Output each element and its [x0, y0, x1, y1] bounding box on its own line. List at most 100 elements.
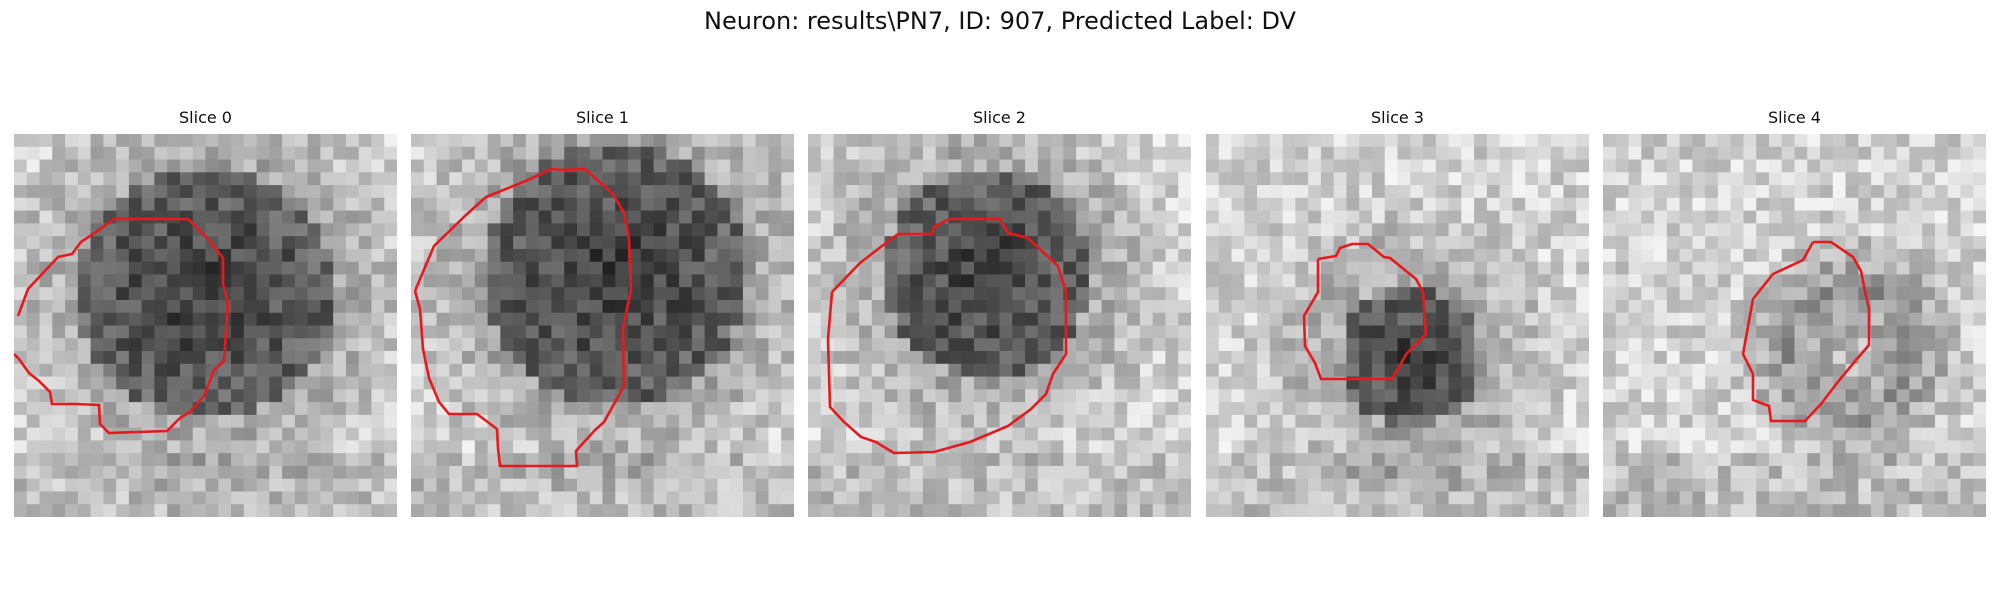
- pixel: [1922, 453, 1936, 467]
- pixel: [474, 197, 489, 212]
- pixel: [1820, 261, 1834, 275]
- pixel: [1423, 236, 1437, 250]
- pixel: [717, 274, 731, 288]
- pixel: [1231, 299, 1245, 314]
- pixel: [1165, 185, 1179, 199]
- pixel: [948, 363, 962, 378]
- pixel: [910, 504, 924, 517]
- pixel: [704, 146, 718, 161]
- pixel: [1231, 389, 1245, 403]
- pixel: [1692, 274, 1706, 288]
- pixel: [116, 236, 130, 250]
- pixel: [551, 389, 565, 403]
- pixel: [691, 338, 706, 352]
- pixel: [116, 440, 130, 454]
- pixel: [487, 210, 501, 224]
- pixel: [243, 134, 258, 148]
- pixel: [1448, 351, 1462, 365]
- pixel: [1448, 159, 1462, 173]
- pixel: [602, 363, 616, 378]
- pixel: [1244, 299, 1258, 314]
- pixel: [294, 427, 309, 441]
- pixel: [436, 338, 450, 352]
- pixel: [525, 376, 540, 390]
- pixel: [1525, 389, 1539, 403]
- pixel: [1063, 465, 1077, 480]
- pixel: [1705, 491, 1719, 505]
- pixel: [859, 440, 873, 454]
- pixel: [1384, 210, 1398, 224]
- pixel: [1768, 197, 1783, 212]
- pixel: [781, 261, 794, 275]
- pixel: [1114, 465, 1128, 480]
- pixel: [192, 172, 206, 186]
- pixel: [897, 376, 911, 390]
- pixel: [1152, 236, 1166, 250]
- pixel: [1397, 159, 1411, 173]
- pixel: [103, 146, 117, 161]
- pixel: [243, 389, 258, 403]
- pixel: [231, 210, 245, 224]
- pixel: [1025, 453, 1039, 467]
- pixel: [1127, 274, 1141, 288]
- pixel: [846, 389, 860, 403]
- pixel: [1063, 146, 1077, 161]
- pixel: [1525, 299, 1539, 314]
- pixel: [768, 223, 782, 237]
- pixel: [986, 299, 1000, 314]
- pixel: [679, 440, 693, 454]
- pixel: [730, 376, 744, 390]
- pixel: [768, 210, 782, 224]
- pixel: [922, 210, 937, 224]
- pixel: [192, 197, 206, 212]
- pixel: [755, 299, 769, 314]
- pixel: [1244, 376, 1258, 390]
- pixel: [1165, 134, 1179, 148]
- pixel: [128, 236, 143, 250]
- pixel: [871, 389, 886, 403]
- pixel: [1165, 351, 1179, 365]
- pixel: [615, 274, 629, 288]
- pixel: [103, 134, 117, 148]
- pixel: [640, 414, 655, 429]
- pixel: [1781, 465, 1795, 480]
- pixel: [103, 223, 117, 237]
- pixel: [1858, 146, 1872, 161]
- pixel: [884, 146, 898, 161]
- pixel: [1537, 351, 1552, 365]
- pixel: [666, 351, 680, 365]
- pixel: [871, 440, 886, 454]
- pixel: [1474, 159, 1488, 173]
- pixel: [1896, 363, 1910, 378]
- pixel: [730, 248, 744, 263]
- pixel: [666, 440, 680, 454]
- pixel: [1845, 325, 1859, 339]
- pixel: [192, 453, 206, 467]
- pixel: [1461, 287, 1475, 301]
- pixel: [358, 325, 372, 339]
- pixel: [653, 172, 667, 186]
- pixel: [269, 299, 283, 314]
- pixel: [1768, 504, 1783, 517]
- pixel: [154, 146, 168, 161]
- pixel: [1206, 376, 1220, 390]
- pixel: [576, 389, 591, 403]
- pixel: [755, 236, 769, 250]
- pixel: [243, 325, 258, 339]
- pixel: [1257, 389, 1271, 403]
- pixel: [525, 261, 540, 275]
- pixel: [1435, 274, 1450, 288]
- pixel: [333, 491, 347, 505]
- pixel: [897, 363, 911, 378]
- pixel: [1218, 223, 1233, 237]
- pixel: [1101, 197, 1115, 212]
- pixel: [1320, 504, 1335, 517]
- pixel: [1960, 210, 1974, 224]
- pixel: [1474, 236, 1488, 250]
- pixel: [52, 376, 66, 390]
- pixel: [269, 491, 283, 505]
- pixel: [1858, 134, 1872, 148]
- pixel: [961, 299, 975, 314]
- pixel: [1934, 299, 1949, 314]
- pixel: [948, 261, 962, 275]
